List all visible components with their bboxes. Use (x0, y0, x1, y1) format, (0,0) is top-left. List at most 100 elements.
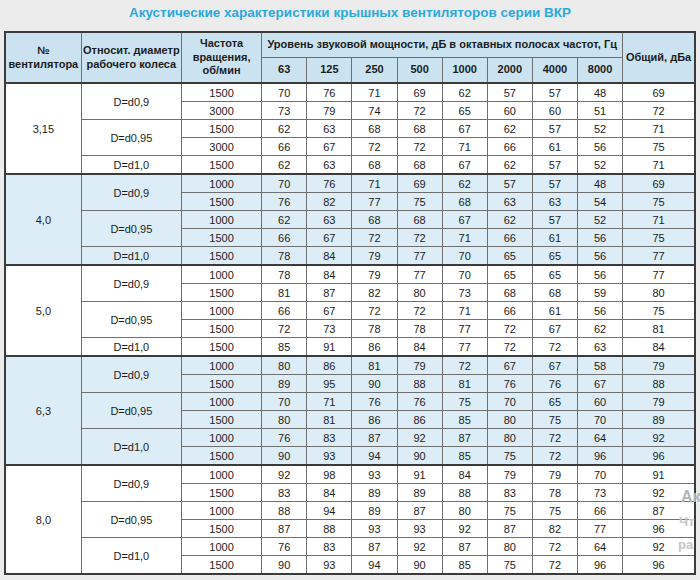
sound-level-cell: 83 (487, 484, 532, 502)
table-row: D=d1,01000768387928780726492 (5, 538, 695, 556)
sound-level-cell: 76 (262, 193, 307, 211)
sound-level-cell: 85 (442, 556, 487, 575)
sound-level-cell: 56 (577, 229, 622, 247)
sound-level-cell: 67 (487, 356, 532, 375)
sound-level-cell: 90 (352, 375, 397, 393)
total-dba-cell: 88 (623, 375, 695, 393)
sound-level-cell: 61 (532, 138, 577, 156)
sound-level-cell: 64 (577, 538, 622, 556)
sound-level-cell: 66 (487, 138, 532, 156)
sound-level-cell: 91 (397, 465, 442, 484)
sound-level-cell: 57 (532, 211, 577, 229)
sound-level-cell: 68 (532, 284, 577, 302)
fan-number-cell: 8,0 (5, 465, 81, 574)
sound-level-cell: 90 (397, 556, 442, 575)
octave-band-header: 1000 (442, 58, 487, 84)
sound-level-cell: 68 (397, 211, 442, 229)
sound-level-cell: 73 (577, 484, 622, 502)
diameter-cell: D=d1,0 (81, 538, 181, 575)
col-header-fan-number: № вентилятора (5, 32, 81, 83)
table-row: D=d1,01500859186847772726384 (5, 338, 695, 357)
table-row: 5,0D=d0,91000788479777065655677 (5, 265, 695, 284)
sound-level-cell: 75 (397, 193, 442, 211)
frequency-cell: 1000 (181, 356, 261, 375)
frequency-cell: 1000 (181, 265, 261, 284)
sound-level-cell: 82 (352, 284, 397, 302)
sound-level-cell: 80 (487, 429, 532, 447)
sound-level-cell: 80 (262, 411, 307, 429)
sound-level-cell: 84 (397, 338, 442, 357)
sound-level-cell: 76 (307, 174, 352, 193)
col-header-total-dba: Общий, дБа (623, 32, 695, 83)
sound-level-cell: 93 (307, 447, 352, 466)
frequency-cell: 1500 (181, 320, 261, 338)
sound-level-cell: 80 (397, 284, 442, 302)
sound-level-cell: 93 (307, 556, 352, 575)
sound-level-cell: 77 (577, 520, 622, 538)
diameter-cell: D=d1,0 (81, 156, 181, 175)
total-dba-cell: 71 (623, 120, 695, 138)
sound-level-cell: 93 (352, 520, 397, 538)
sound-level-cell: 78 (262, 247, 307, 266)
sound-level-cell: 79 (352, 247, 397, 266)
sound-level-cell: 89 (352, 502, 397, 520)
sound-level-cell: 62 (262, 211, 307, 229)
sound-level-cell: 69 (397, 83, 442, 102)
total-dba-cell: 80 (623, 284, 695, 302)
fan-number-cell: 4,0 (5, 174, 81, 265)
sound-level-cell: 68 (352, 120, 397, 138)
frequency-cell: 1500 (181, 556, 261, 575)
table-row: 3,15D=d0,91500707671696257574869 (5, 83, 695, 102)
sound-level-cell: 68 (442, 193, 487, 211)
sound-level-cell: 93 (352, 465, 397, 484)
frequency-cell: 1000 (181, 174, 261, 193)
total-dba-cell: 69 (623, 174, 695, 193)
sound-level-cell: 68 (397, 156, 442, 175)
total-dba-cell: 77 (623, 247, 695, 266)
total-dba-cell: 75 (623, 138, 695, 156)
sound-level-cell: 81 (307, 411, 352, 429)
table-row: 6,3D=d0,91000808681797267675879 (5, 356, 695, 375)
sound-level-cell: 57 (532, 174, 577, 193)
sound-level-cell: 80 (487, 411, 532, 429)
sound-level-cell: 65 (487, 247, 532, 266)
sound-level-cell: 67 (442, 120, 487, 138)
diameter-cell: D=d0,9 (81, 265, 181, 302)
sound-level-cell: 70 (442, 265, 487, 284)
octave-band-header: 250 (352, 58, 397, 84)
sound-level-cell: 72 (352, 138, 397, 156)
frequency-cell: 1500 (181, 520, 261, 538)
sound-level-cell: 71 (442, 229, 487, 247)
diameter-cell: D=d1,0 (81, 429, 181, 466)
sound-level-cell: 90 (262, 447, 307, 466)
table-row: 8,0D=d0,91000929893918479797091 (5, 465, 695, 484)
sound-level-cell: 92 (397, 538, 442, 556)
sound-level-cell: 72 (532, 538, 577, 556)
frequency-cell: 1000 (181, 502, 261, 520)
frequency-cell: 1500 (181, 229, 261, 247)
table-row: D=d0,951000626368686762575271 (5, 211, 695, 229)
total-dba-cell: 71 (623, 211, 695, 229)
sound-level-cell: 79 (487, 465, 532, 484)
sound-level-cell: 62 (442, 174, 487, 193)
table-body: 3,15D=d0,9150070767169625757486930007379… (5, 83, 695, 574)
sound-level-cell: 78 (262, 265, 307, 284)
sound-level-cell: 94 (307, 502, 352, 520)
sound-level-cell: 72 (532, 556, 577, 575)
sound-level-cell: 60 (577, 393, 622, 411)
frequency-cell: 1500 (181, 338, 261, 357)
sound-level-cell: 67 (307, 229, 352, 247)
frequency-cell: 1500 (181, 284, 261, 302)
col-header-diameter: Относит. диаметр рабочего колеса (81, 32, 181, 83)
sound-level-cell: 81 (442, 375, 487, 393)
octave-band-header: 8000 (577, 58, 622, 84)
sound-level-cell: 75 (487, 502, 532, 520)
total-dba-cell: 96 (623, 556, 695, 575)
total-dba-cell: 92 (623, 429, 695, 447)
sound-level-cell: 63 (532, 193, 577, 211)
diameter-cell: D=d0,9 (81, 174, 181, 211)
sound-level-cell: 72 (352, 229, 397, 247)
sound-level-cell: 54 (577, 193, 622, 211)
sound-level-cell: 70 (577, 465, 622, 484)
sound-level-cell: 84 (307, 265, 352, 284)
